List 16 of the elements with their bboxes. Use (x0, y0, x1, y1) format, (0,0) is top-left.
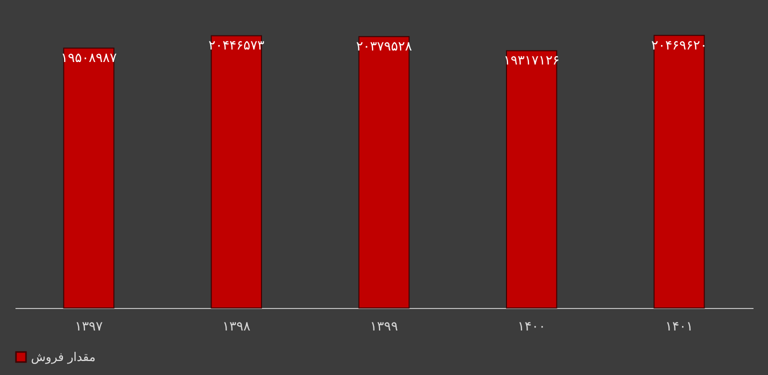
x-tick-label: ۱۳۹۹ (370, 320, 398, 334)
x-tick-label: ۱۳۹۸ (222, 320, 250, 334)
data-label: ۱۹۳۱۷۱۲۶ (504, 54, 560, 69)
x-tick-label: ۱۴۰۰ (518, 320, 546, 334)
data-label: ۱۹۵۰۸۹۸۷ (60, 51, 117, 66)
bar (506, 50, 558, 308)
data-label: ۲۰۳۷۹۵۲۸ (356, 40, 412, 55)
legend-label: مقدار فروش (31, 350, 96, 364)
bar (63, 48, 114, 308)
data-label: ۲۰۴۶۹۶۲۰ (651, 38, 708, 54)
data-label: ۲۰۴۴۶۵۷۳ (208, 38, 264, 54)
bar (654, 34, 705, 308)
bar (210, 35, 262, 308)
x-tick-label: ۱۳۹۷ (74, 320, 103, 334)
bar (358, 36, 410, 308)
x-tick-label: ۱۴۰۱ (665, 320, 694, 334)
